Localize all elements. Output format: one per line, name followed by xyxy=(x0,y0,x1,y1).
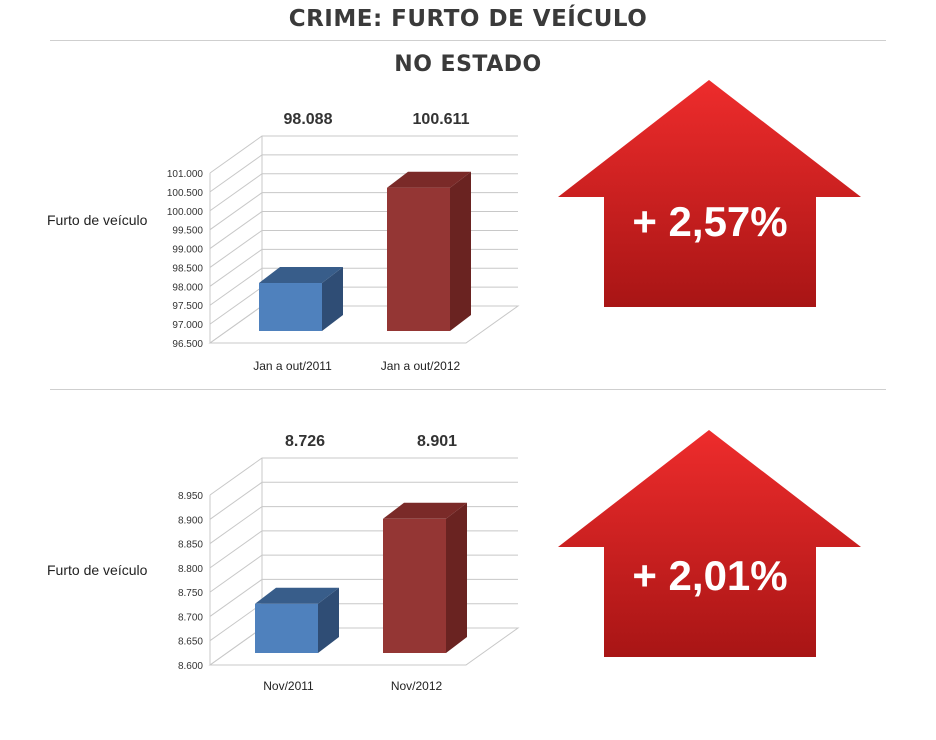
chart1-bar-1-top xyxy=(387,171,471,188)
page-title: CRIME: FURTO DE VEÍCULO xyxy=(288,6,648,32)
chart2-bar-0-top xyxy=(255,587,339,604)
title-divider xyxy=(50,40,886,41)
chart2-ytick-label-0: 8.600 xyxy=(178,661,203,672)
chart1-category-label-0: Jan a out/2011 xyxy=(253,359,332,373)
chart2-floor xyxy=(208,627,520,666)
chart2-data-label-1: 8.901 xyxy=(417,433,457,450)
page-subtitle: NO ESTADO xyxy=(394,52,542,77)
chart2-bar-1-top xyxy=(383,502,467,519)
chart2-plot: 8.600 8.650 8.700 8.750 8.800 8.850 8.900 8.950… xyxy=(178,433,520,693)
chart1-ylabel: Furto de veículo xyxy=(47,212,148,228)
chart1-gridline-0 xyxy=(209,305,518,344)
chart1-floor xyxy=(208,305,520,344)
chart2-ytick-label-3: 8.750 xyxy=(178,588,203,599)
chart1-ytick-label-1: 97.000 xyxy=(172,320,203,331)
arrow1-shape xyxy=(558,80,861,307)
chart2-gridline-4 xyxy=(209,530,518,569)
chart1-ytick-label-3: 98.000 xyxy=(172,282,203,293)
chart2-data-label-0: 8.726 xyxy=(285,433,325,450)
chart2-bar-0-side xyxy=(318,587,339,653)
chart1-ytick-label-6: 99.500 xyxy=(172,226,203,237)
chart1-ytick-label-7: 100.000 xyxy=(167,207,204,218)
chart2-ytick-label-1: 8.650 xyxy=(178,637,203,648)
chart1-bar-1-side xyxy=(450,171,471,331)
chart2-ytick-label-6: 8.900 xyxy=(178,515,203,526)
chart2-ylabel: Furto de veículo xyxy=(47,562,148,578)
chart1-plot: 96.500 97.000 97.500 98.000 98.500 99.000 99.5… xyxy=(167,111,520,373)
chart1-ytick-label-2: 97.500 xyxy=(172,301,203,312)
chart2-gridline-6 xyxy=(209,481,518,520)
chart2-gridline-7 xyxy=(209,457,518,496)
chart2-category-label-0: Nov/2011 xyxy=(263,679,314,693)
chart2-ytick-label-5: 8.850 xyxy=(178,540,203,551)
chart2-bar-1-side xyxy=(446,502,467,653)
chart1-bar-0-side xyxy=(322,267,343,331)
chart1-category-label-1: Jan a out/2012 xyxy=(381,359,461,373)
chart1-ytick-label-8: 100.500 xyxy=(167,188,204,199)
chart1-bar-0-top xyxy=(259,267,343,284)
chart1-ytick-label-4: 98.500 xyxy=(172,263,203,274)
chart1-bar-1 xyxy=(387,187,450,331)
chart1-ytick-label-0: 96.500 xyxy=(172,339,203,350)
chart1-data-label-1: 100.611 xyxy=(413,111,470,128)
chart2-increase-arrow-icon: + 2,01% xyxy=(558,430,861,657)
arrow2-shape xyxy=(558,430,861,657)
chart2-category-label-1: Nov/2012 xyxy=(391,679,443,693)
chart1-change-label: + 2,57% xyxy=(632,198,787,245)
chart1-ytick-label-9: 101.000 xyxy=(167,169,204,180)
section-divider xyxy=(50,389,886,390)
chart1-increase-arrow-icon: + 2,57% xyxy=(558,80,861,307)
chart2-change-label: + 2,01% xyxy=(632,552,787,599)
chart2-bar-0 xyxy=(255,603,318,653)
chart1-bar-0 xyxy=(259,283,322,331)
chart1-data-label-0: 98.088 xyxy=(284,111,333,128)
chart2-gridline-5 xyxy=(209,506,518,544)
chart2-bar-1 xyxy=(383,518,446,653)
chart1-ytick-label-5: 99.000 xyxy=(172,245,203,256)
chart2-gridline-3 xyxy=(209,554,518,593)
chart2-ytick-label-2: 8.700 xyxy=(178,612,203,623)
chart2-ytick-label-4: 8.800 xyxy=(178,564,203,575)
chart2-ytick-label-7: 8.950 xyxy=(178,491,203,502)
